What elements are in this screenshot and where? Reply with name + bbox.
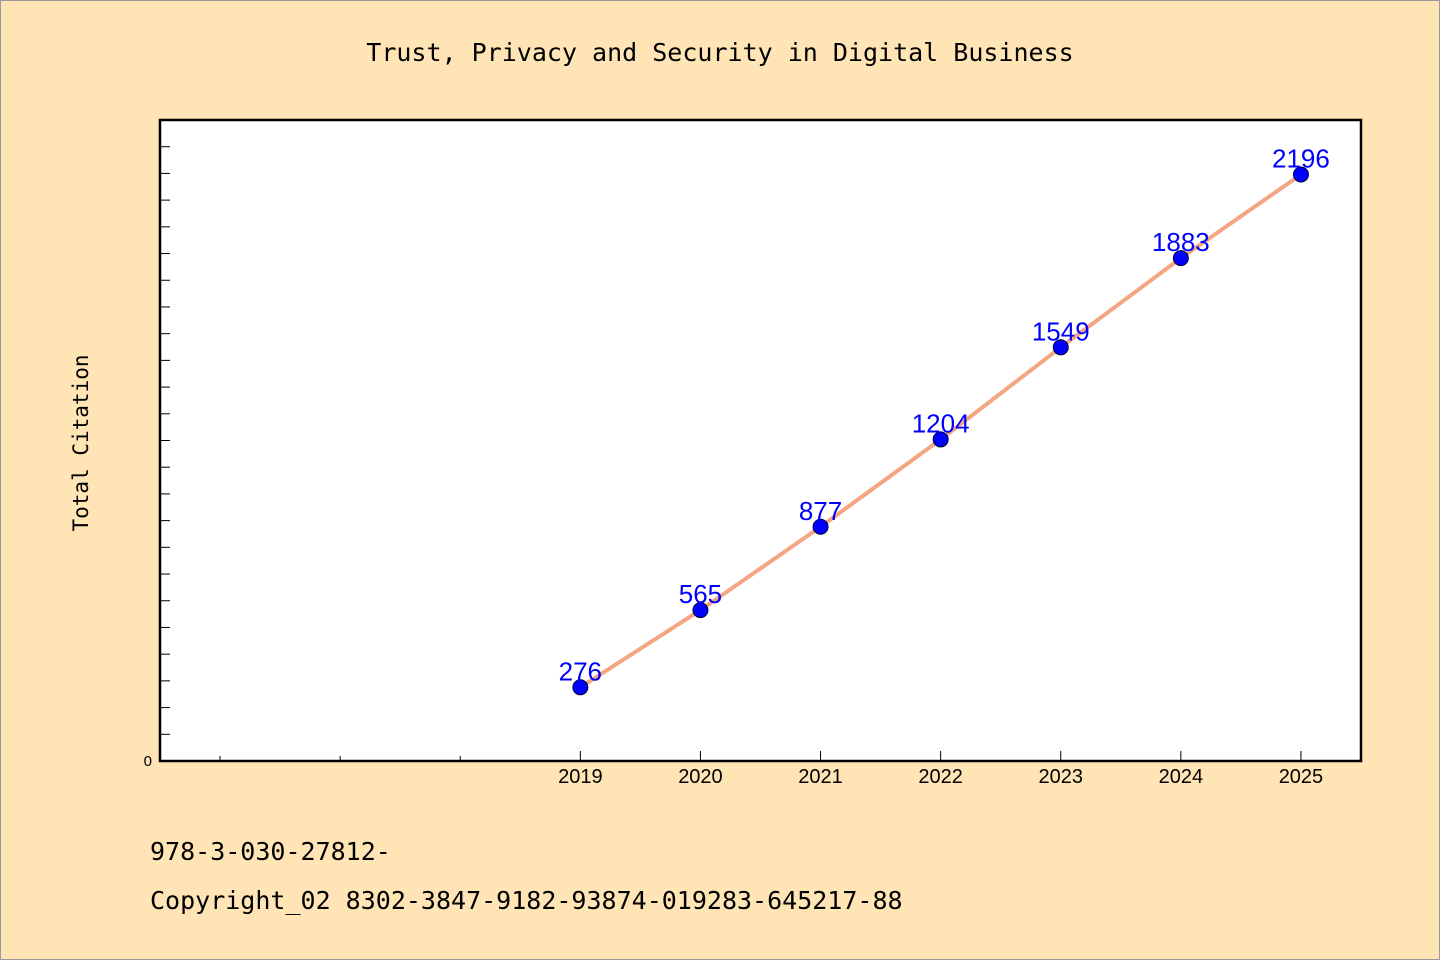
data-label: 2196 <box>1272 143 1330 173</box>
copyright-text: Copyright_02 8302-3847-9182-93874-019283… <box>150 886 903 915</box>
x-tick-label: 2022 <box>918 766 963 788</box>
data-label: 877 <box>799 496 842 526</box>
chart-title: Trust, Privacy and Security in Digital B… <box>366 38 1073 67</box>
data-point <box>1172 250 1189 267</box>
data-point <box>812 518 829 535</box>
data-point <box>932 431 949 448</box>
y-axis-label: Total Citation <box>69 354 93 531</box>
x-tick-label: 2025 <box>1279 766 1324 788</box>
x-tick-label: 2020 <box>678 766 723 788</box>
x-tick-label: 2019 <box>558 766 603 788</box>
x-tick-label: 2021 <box>798 766 843 788</box>
data-label: 1883 <box>1152 227 1210 257</box>
data-label: 1549 <box>1032 316 1090 346</box>
data-point <box>572 679 589 696</box>
x-tick-label: 2023 <box>1039 766 1084 788</box>
data-label: 565 <box>679 579 722 609</box>
x-tick-label: 2024 <box>1159 766 1204 788</box>
isbn-text: 978-3-030-27812- <box>150 837 391 866</box>
data-point <box>1052 339 1069 356</box>
plot-area <box>158 118 1363 763</box>
y-tick-label: 0 <box>144 753 152 770</box>
data-label: 1204 <box>912 408 970 438</box>
data-label: 276 <box>559 656 602 686</box>
data-point <box>1292 166 1309 183</box>
data-point <box>692 602 709 619</box>
